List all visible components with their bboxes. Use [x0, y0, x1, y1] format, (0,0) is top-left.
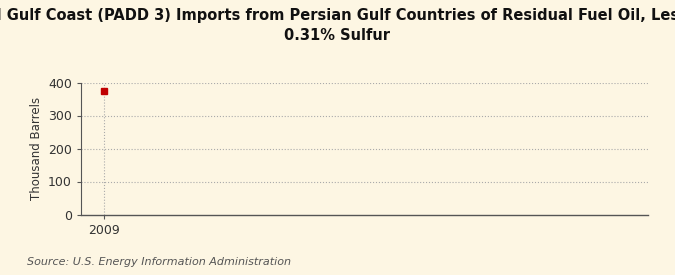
Text: Source: U.S. Energy Information Administration: Source: U.S. Energy Information Administ… — [27, 257, 291, 267]
Y-axis label: Thousand Barrels: Thousand Barrels — [30, 97, 43, 200]
Text: Annual Gulf Coast (PADD 3) Imports from Persian Gulf Countries of Residual Fuel : Annual Gulf Coast (PADD 3) Imports from … — [0, 8, 675, 43]
